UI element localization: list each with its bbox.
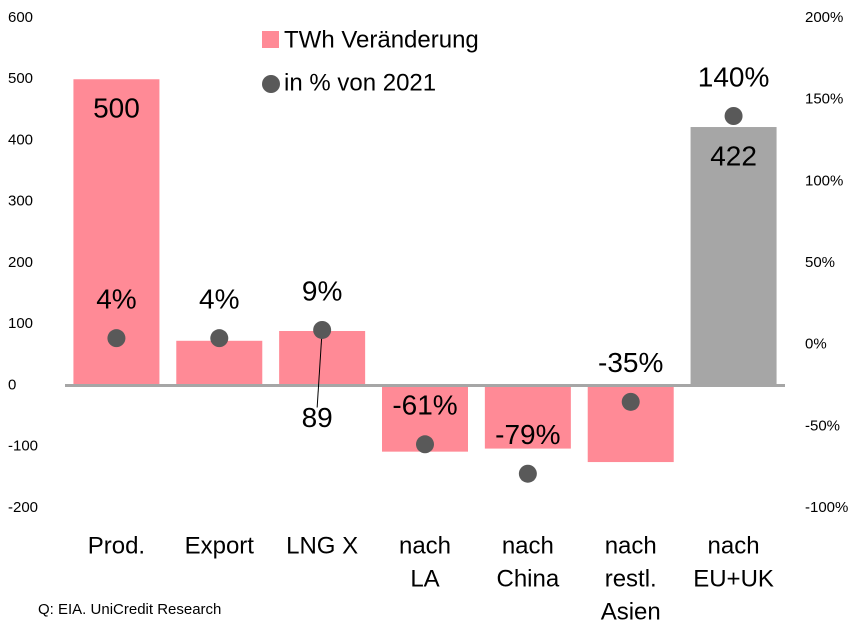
bar-value-label: 89 bbox=[302, 402, 333, 433]
dot bbox=[313, 320, 332, 339]
x-tick-label: restl. bbox=[605, 565, 657, 592]
y-tick-label: 400 bbox=[8, 131, 33, 148]
dot bbox=[107, 329, 126, 348]
x-tick-label: LA bbox=[410, 565, 439, 592]
dot-value-label: -61% bbox=[392, 390, 457, 421]
y-tick-label: -200 bbox=[8, 499, 38, 516]
y-tick-label: 0 bbox=[8, 376, 16, 393]
y2-tick-label: -50% bbox=[805, 417, 840, 434]
bar bbox=[279, 330, 366, 386]
source: Q: EIA. UniCredit Research bbox=[38, 601, 221, 618]
y2-tick-label: 0% bbox=[805, 336, 827, 353]
dot-value-label: 4% bbox=[96, 284, 136, 315]
dot bbox=[416, 435, 434, 454]
y2-tick-label: 100% bbox=[805, 172, 843, 189]
y2-tick-label: -100% bbox=[805, 499, 848, 516]
x-tick-label: nach bbox=[708, 532, 760, 559]
bar bbox=[690, 127, 777, 386]
y2-tick-label: 50% bbox=[805, 254, 835, 271]
dot bbox=[724, 107, 743, 125]
dot-value-label: 140% bbox=[698, 61, 770, 92]
legend-swatch bbox=[262, 31, 279, 48]
x-tick-label: nach bbox=[399, 532, 451, 559]
y-tick-label: 200 bbox=[8, 254, 33, 271]
y-tick-label: 600 bbox=[8, 9, 33, 26]
dot-value-label: 9% bbox=[302, 275, 342, 306]
bar-value-label: 422 bbox=[710, 140, 757, 171]
y-tick-label: 500 bbox=[8, 70, 33, 87]
y-tick-label: -100 bbox=[8, 438, 38, 455]
dot bbox=[210, 329, 229, 348]
x-tick-label: nach bbox=[502, 532, 554, 559]
bar bbox=[484, 385, 571, 449]
legend-label: in % von 2021 bbox=[284, 69, 436, 96]
dot bbox=[621, 392, 640, 411]
legend-label: TWh Veränderung bbox=[284, 26, 479, 53]
x-tick-label: nach bbox=[605, 532, 657, 559]
bar bbox=[176, 340, 263, 386]
dot-value-label: 4% bbox=[199, 284, 239, 315]
dot-value-label: -35% bbox=[598, 347, 663, 378]
x-tick-label: Asien bbox=[601, 598, 661, 625]
legend-swatch bbox=[262, 75, 280, 93]
leader-line bbox=[316, 329, 323, 408]
y2-tick-label: 200% bbox=[805, 9, 843, 26]
x-tick-label: China bbox=[496, 565, 559, 592]
bar-value-label: 500 bbox=[93, 93, 140, 124]
y-tick-label: 300 bbox=[8, 193, 33, 210]
dot-value-label: -79% bbox=[495, 419, 560, 450]
x-tick-label: Export bbox=[185, 532, 255, 559]
x-tick-label: EU+UK bbox=[693, 565, 774, 592]
dot bbox=[518, 464, 537, 483]
x-tick-label: Prod. bbox=[88, 532, 145, 559]
x-tick-label: LNG X bbox=[286, 532, 358, 559]
y-tick-label: 100 bbox=[8, 315, 33, 332]
y2-tick-label: 150% bbox=[805, 91, 843, 108]
